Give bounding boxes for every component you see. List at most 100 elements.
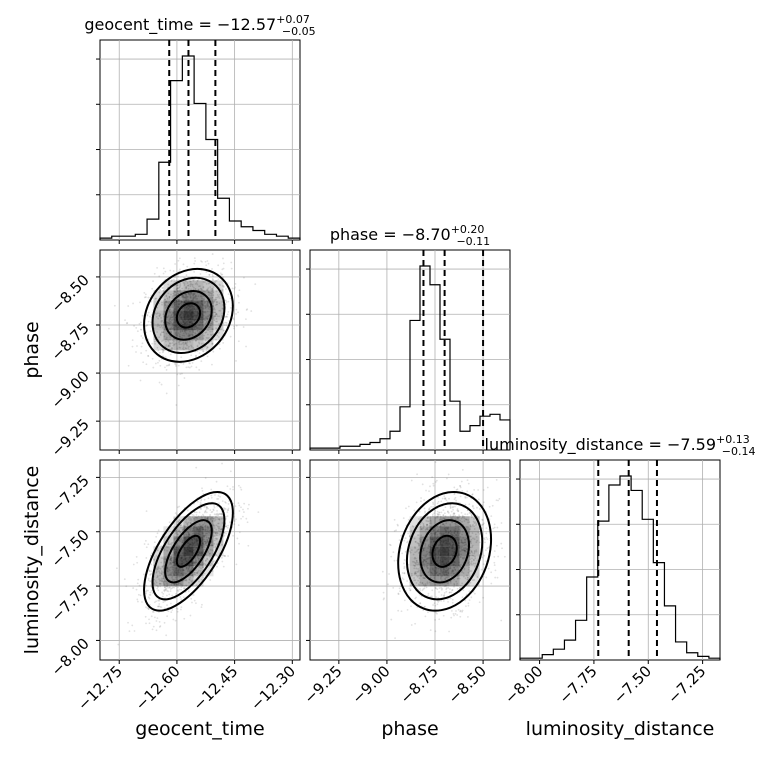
sample-point [188,570,191,573]
sample-point [172,327,174,330]
sample-point [195,561,197,564]
sample-point [190,518,193,521]
sample-point [453,512,456,515]
sample-point [466,479,469,482]
sample-point [184,347,187,349]
sample-point [153,583,156,586]
sample-point [195,339,197,342]
sample-point [166,583,169,586]
sample-point [477,498,480,501]
sample-point [237,340,240,343]
sample-point [457,577,460,580]
sample-point [448,591,451,594]
sample-point [207,262,210,265]
sample-point [183,587,185,589]
sample-point [468,563,471,566]
sample-point [460,545,462,548]
sample-point [141,314,144,317]
sample-point [420,538,422,541]
sample-point [459,566,462,569]
sample-point [467,482,470,485]
sample-point [414,540,417,543]
sample-point [472,520,475,523]
sample-point [215,312,218,315]
sample-point [446,576,449,579]
sample-point [436,515,439,518]
sample-point [425,557,428,560]
sample-point [191,529,194,532]
sample-point [217,295,220,298]
sample-point [183,617,186,620]
sample-point [146,313,149,316]
sample-point [245,517,248,520]
density-bin [163,340,174,351]
density-bin [469,546,480,557]
sample-point [454,514,457,517]
sample-point [170,542,173,545]
sample-point [191,293,194,296]
sample-point [201,563,204,566]
sample-point [167,344,170,347]
sample-point [449,597,452,600]
sample-point [426,520,429,523]
sample-point [158,570,160,573]
sample-point [393,559,396,562]
sample-point [183,377,186,379]
sample-point [133,324,135,327]
sample-point [230,306,232,309]
sample-point [204,510,207,513]
sample-point [490,515,493,518]
sample-point [143,573,145,576]
sample-point [167,315,170,317]
sample-point [403,572,406,574]
sample-point [181,342,184,345]
sample-point [161,349,164,351]
sample-point [187,568,190,571]
sample-point [213,281,216,283]
sample-point [147,311,150,314]
sample-point [410,479,413,482]
sample-point [212,560,215,563]
sample-point [145,590,148,593]
sample-point [175,365,177,367]
sample-point [422,560,425,563]
sample-point [208,313,211,316]
sample-point [177,583,180,586]
sample-point [191,361,194,364]
sample-point [456,509,459,512]
sample-point [455,488,458,491]
sample-point [160,570,163,573]
sample-point [460,517,463,520]
sample-point [203,498,206,501]
sample-point [180,588,183,591]
sample-point [215,313,218,316]
density-bin [213,330,224,341]
x-tick-label: −12.45 [189,662,241,714]
sample-point [163,303,166,306]
sample-point [193,293,196,296]
sample-point [453,498,456,501]
sample-point [500,542,503,545]
sample-point [454,505,456,508]
sample-point [214,532,217,534]
sample-point [444,506,447,509]
sample-point [147,579,150,582]
density-bin [153,556,164,567]
sample-point [222,329,225,332]
sample-point [216,532,219,534]
sample-point [183,585,186,587]
sample-point [415,561,418,564]
sample-point [141,601,143,603]
sample-point [237,502,240,505]
sample-point [397,592,400,595]
sample-point [216,303,218,306]
sample-point [459,584,462,587]
sample-point [436,588,439,591]
sample-point [189,296,192,299]
sample-point [208,274,211,276]
sample-point [177,292,180,295]
sample-point [217,331,220,334]
sample-point [178,298,180,301]
density-bin [183,566,194,577]
sample-point [221,522,224,524]
